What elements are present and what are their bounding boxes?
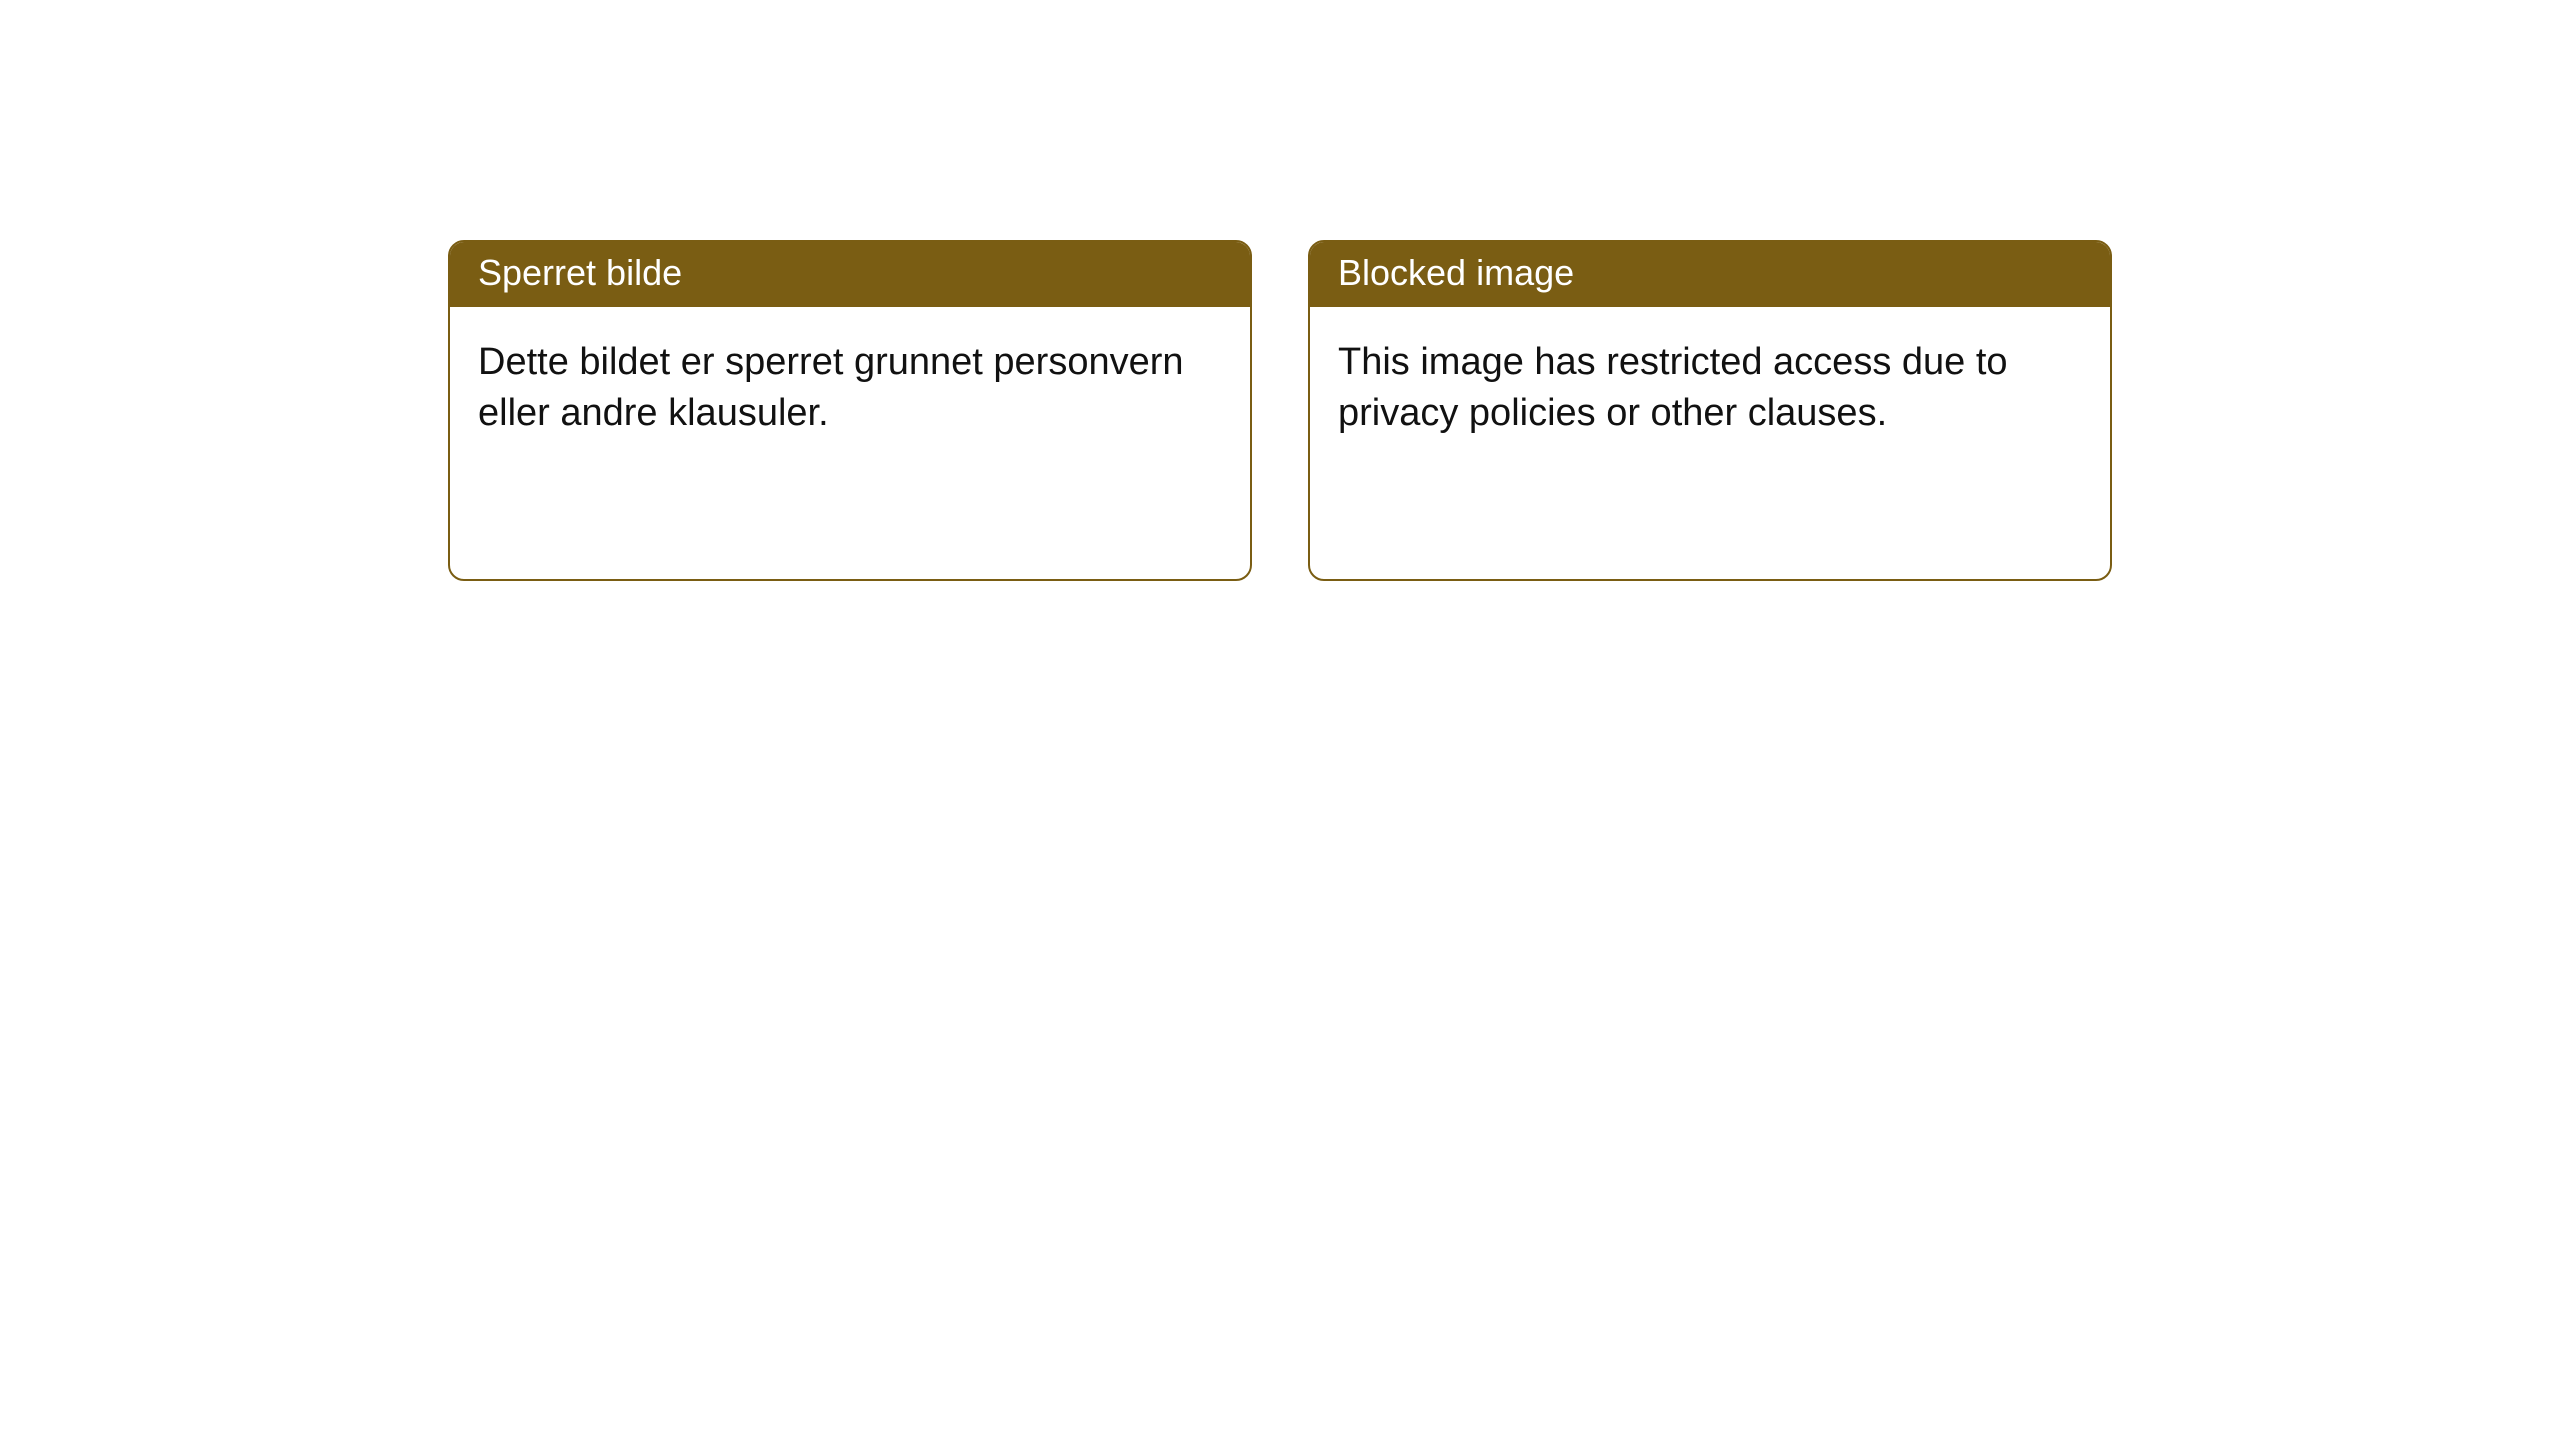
notice-container: Sperret bilde Dette bildet er sperret gr… [0,0,2560,581]
notice-title-no: Sperret bilde [450,242,1250,307]
notice-title-en: Blocked image [1310,242,2110,307]
notice-card-en: Blocked image This image has restricted … [1308,240,2112,581]
notice-body-en: This image has restricted access due to … [1310,307,2110,579]
notice-body-no: Dette bildet er sperret grunnet personve… [450,307,1250,579]
notice-card-no: Sperret bilde Dette bildet er sperret gr… [448,240,1252,581]
